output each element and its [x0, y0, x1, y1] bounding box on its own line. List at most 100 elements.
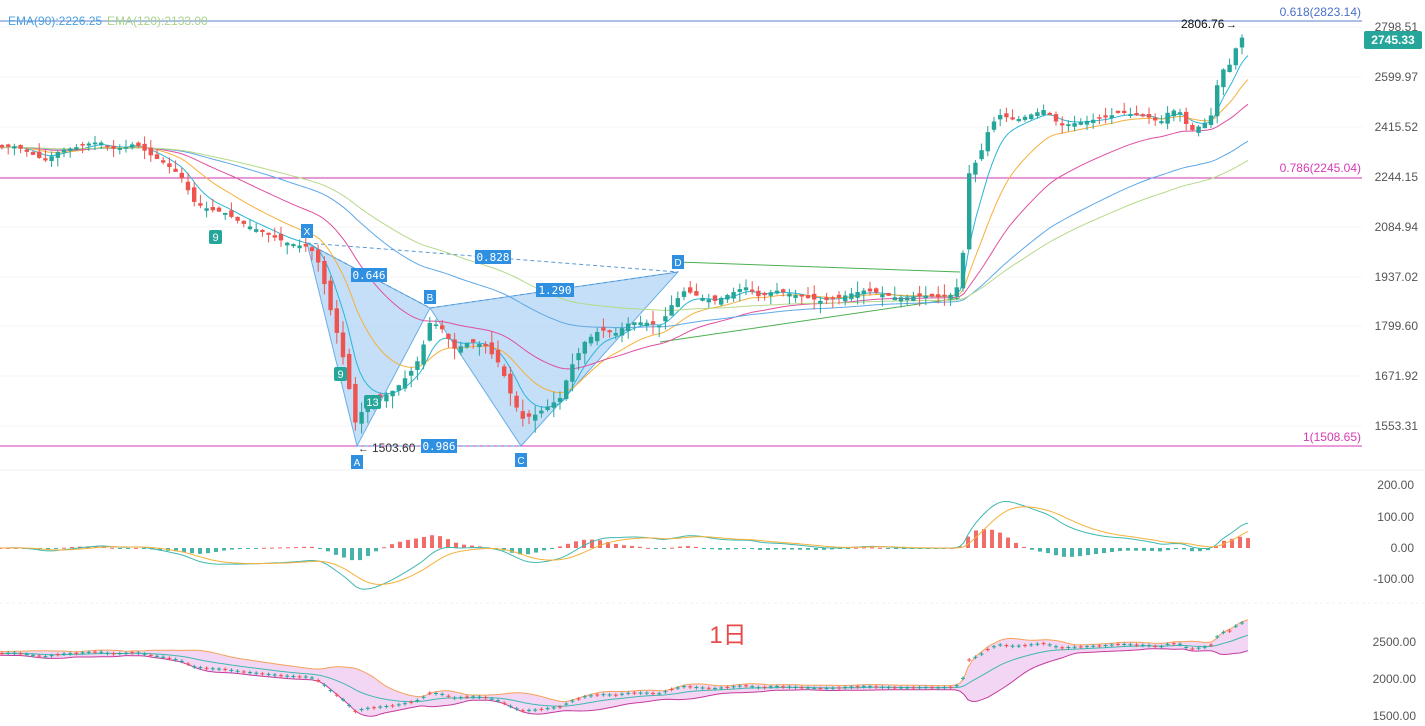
- candle-body-160: [991, 121, 997, 130]
- candle-body-67: [415, 361, 420, 370]
- macd-bar-142: [1134, 548, 1138, 551]
- macd-bar-110: [878, 547, 882, 549]
- macd-bar-32: [254, 548, 258, 549]
- macd-bar-138: [1102, 548, 1106, 554]
- macd-bar-39: [310, 546, 314, 548]
- td-9-second: 9: [337, 369, 343, 381]
- candle-body-35: [216, 207, 222, 212]
- candle-body-11: [68, 148, 73, 151]
- macd-bar-126: [1006, 537, 1010, 548]
- macd-axis: 200.00 100.00 0.00 -100.00: [1373, 478, 1414, 586]
- candle-body-180: [1115, 110, 1121, 113]
- candle-body-129: [799, 294, 804, 297]
- macd-bar-99: [790, 548, 794, 550]
- candle-body-154: [954, 287, 959, 297]
- candle-body-80: [495, 349, 501, 363]
- candle-body-147: [911, 296, 916, 301]
- macd-bar-81: [646, 547, 650, 549]
- candle-body-9: [55, 151, 60, 158]
- candle-body-45: [278, 233, 284, 241]
- td-9-first: 9: [212, 232, 218, 244]
- macd-bar-43: [342, 548, 346, 558]
- point-label-C: C: [517, 456, 524, 467]
- candle-body-162: [1004, 113, 1009, 118]
- candle-body-113: [700, 297, 705, 301]
- candle-body-144: [892, 297, 897, 301]
- point-label-D: D: [674, 258, 681, 269]
- candle-body-156: [967, 173, 972, 250]
- macd-bar-34: [270, 547, 274, 549]
- macd-bar-66: [526, 548, 530, 555]
- macd-bar-144: [1150, 548, 1154, 551]
- candle-body-199: [1233, 48, 1238, 66]
- high-arrow: →: [1226, 19, 1237, 31]
- macd-bar-143: [1142, 548, 1146, 551]
- candle-body-134: [830, 297, 835, 300]
- ema-line-45: [0, 103, 1249, 370]
- candle-body-32: [198, 203, 203, 206]
- candle-body-10: [61, 149, 67, 153]
- candle-body-96: [595, 331, 600, 342]
- point-label-B: B: [427, 293, 434, 304]
- candle-body-18: [111, 145, 116, 149]
- ema-line-20: [0, 79, 1249, 394]
- point-box-B: [424, 290, 436, 304]
- candle-body-104: [644, 322, 649, 326]
- boll-mid: [0, 634, 1249, 707]
- td-9-box: [209, 230, 222, 244]
- candle-body-76: [471, 339, 476, 343]
- last-price-tag-box: [1364, 31, 1422, 49]
- candle-body-173: [1072, 123, 1077, 127]
- candle-body-86: [533, 414, 538, 421]
- candle-body-143: [886, 292, 891, 296]
- candle-body-74: [458, 346, 463, 353]
- candle-body-50: [309, 247, 315, 251]
- candle-body-7: [43, 158, 48, 161]
- candle-body-99: [613, 333, 618, 336]
- low-arrow: ←: [358, 443, 369, 455]
- macd-bar-80: [638, 546, 642, 548]
- macd-bar-23: [182, 548, 186, 552]
- candle-body-149: [923, 295, 928, 298]
- candle-body-150: [929, 293, 935, 297]
- candle-body-178: [1103, 115, 1108, 118]
- candle-body-137: [849, 293, 854, 300]
- candle-body-47: [291, 244, 296, 247]
- macd-bar-41: [326, 548, 330, 552]
- ratio-box-xab: [351, 268, 387, 282]
- candle-body-101: [626, 323, 631, 331]
- macd-bar-76: [606, 541, 610, 548]
- pattern-bcd-triangle: [429, 271, 680, 447]
- macd-bar-83: [662, 548, 666, 549]
- macd-bar-131: [1046, 548, 1050, 554]
- candle-body-64: [396, 385, 401, 391]
- macd-bar-102: [814, 548, 818, 550]
- ratio-abc: 0.986: [422, 440, 455, 453]
- candle-body-152: [942, 294, 947, 297]
- macd-bar-96: [766, 548, 770, 550]
- grid: [0, 26, 1362, 427]
- candle-body-20: [123, 147, 129, 149]
- macd-bar-137: [1094, 548, 1098, 555]
- candle-body-197: [1221, 69, 1226, 88]
- candle-body-83: [514, 395, 519, 408]
- macd-bar-59: [470, 545, 474, 548]
- candle-body-123: [762, 292, 767, 296]
- candle-body-98: [607, 330, 612, 333]
- candle-body-39: [241, 220, 246, 224]
- candle-body-175: [1084, 120, 1090, 125]
- macd-bar-121: [966, 536, 970, 548]
- macd-bar-36: [286, 547, 290, 549]
- candle-body-87: [539, 410, 544, 414]
- candle-body-159: [985, 132, 990, 152]
- fib-1-label: 1(1508.65): [1303, 430, 1361, 444]
- macd-bar-69: [550, 548, 554, 549]
- macd-bar-45: [358, 548, 362, 561]
- bollinger-axis: 2500.00 2000.00 1500.00: [1373, 635, 1417, 723]
- macd-bar-87: [694, 546, 698, 548]
- price-tick-0: 2798.51: [1375, 20, 1419, 34]
- candle-body-94: [582, 341, 587, 354]
- candle-body-49: [303, 243, 308, 247]
- macd-bar-47: [374, 548, 378, 552]
